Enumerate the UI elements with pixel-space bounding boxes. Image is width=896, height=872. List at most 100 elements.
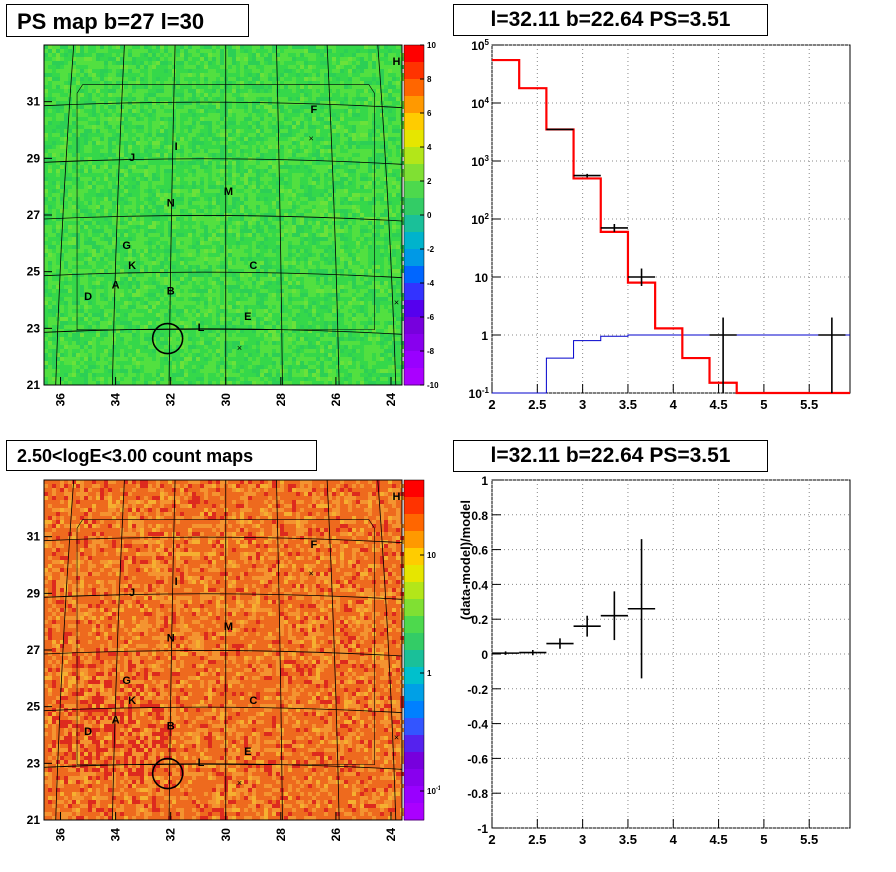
x-tick-label: 2: [488, 397, 495, 412]
x-mark-0: ×: [308, 568, 313, 578]
colorbar-label: 8: [427, 75, 432, 84]
y-tick-label: 21: [27, 813, 41, 827]
colorbar-band: [404, 147, 424, 165]
x-tick-label: 2: [488, 832, 495, 847]
colorbar-band: [404, 769, 424, 787]
source-label-E: E: [244, 746, 251, 758]
y-tick-label: 0.2: [471, 613, 488, 627]
colorbar-band: [404, 565, 424, 583]
x-tick-label: 4: [670, 832, 678, 847]
source-circle: [151, 322, 184, 355]
colorbar-band: [404, 79, 424, 97]
colorbar-band: [404, 45, 424, 63]
colorbar-band: [404, 351, 424, 369]
count-map-chart: H F I J M N GK C A B D E L × × × 36 34 32 30 28 26 24 31 29 27 25 2…: [27, 479, 440, 842]
colorbar-band: [404, 514, 424, 532]
source-label-C: C: [249, 260, 257, 272]
map-pixels: [44, 45, 404, 385]
x-tick-label: 4.5: [710, 397, 728, 412]
x-tick-label: 5: [760, 832, 767, 847]
colorbar-band: [404, 548, 424, 566]
colorbar-label: -2: [427, 245, 435, 254]
x-tick-label: 28: [274, 393, 288, 407]
x-tick-label: 5.5: [800, 397, 818, 412]
series-blue: [492, 334, 850, 394]
source-label-D: D: [84, 726, 92, 738]
colorbar-band: [404, 198, 424, 216]
colorbar-band: [404, 718, 424, 736]
source-label-H: H: [393, 56, 401, 68]
x-tick-label: 24: [384, 828, 398, 842]
colorbar-band: [404, 334, 424, 352]
residual-title: l=32.11 b=22.64 PS=3.51: [453, 440, 768, 472]
colorbar-band: [404, 181, 424, 199]
source-label-B: B: [167, 720, 175, 732]
x-tick-label: 36: [54, 828, 68, 842]
source-label-F: F: [311, 539, 318, 551]
colorbar-band: [404, 164, 424, 182]
ps-map-title: PS map b=27 l=30: [6, 4, 249, 37]
x-mark-1: ×: [237, 343, 242, 353]
y-tick-label: 27: [27, 643, 41, 657]
source-label-F: F: [311, 104, 318, 116]
y-tick-label: 29: [27, 586, 41, 600]
source-label-M: M: [224, 621, 233, 633]
y-tick-label: 1: [481, 474, 488, 488]
source-label-L: L: [198, 757, 205, 769]
colorbar-band: [404, 300, 424, 318]
x-tick-label: 4.5: [710, 832, 728, 847]
y-tick-label: -1: [477, 822, 488, 836]
colorbar-band: [404, 368, 424, 386]
colorbar-label: 10: [427, 551, 436, 560]
y-tick-label: 0.8: [471, 509, 488, 523]
colorbar-band: [404, 633, 424, 651]
colorbar-label: -4: [427, 279, 435, 288]
y-tick-label: 25: [27, 265, 41, 279]
y-tick-label: 103: [471, 154, 489, 169]
x-tick-label: 30: [219, 393, 233, 407]
y-tick-label: 25: [27, 700, 41, 714]
y-tick-label: 0.4: [471, 578, 488, 592]
x-mark-2: ×: [394, 298, 399, 308]
source-label-K: K: [128, 695, 136, 707]
colorbar-label: 6: [427, 109, 432, 118]
y-axis-label: (data-model)/model: [458, 500, 473, 620]
colorbar-band: [404, 497, 424, 515]
colorbar-band: [404, 667, 424, 685]
x-tick-label: 32: [164, 828, 178, 842]
graticule: [43, 479, 403, 821]
x-tick-label: 2.5: [528, 832, 546, 847]
source-label-C: C: [249, 695, 257, 707]
colorbar-label: 2: [427, 177, 432, 186]
y-tick-label: -0.6: [467, 752, 488, 766]
y-tick-label: 21: [27, 378, 41, 392]
spectrum-chart: 2 2.5 3 3.5 4 4.5 5 5.5 10-1 1 10 102 103 104 105: [469, 38, 851, 412]
roi-outline: [76, 84, 375, 331]
source-label-K: K: [128, 260, 136, 272]
colorbar-label: -6: [427, 313, 435, 322]
colorbar-label: -8: [427, 347, 435, 356]
colorbar-label: -10: [427, 381, 439, 390]
x-tick-label: 28: [274, 828, 288, 842]
count-map-title: 2.50<logE<3.00 count maps: [6, 440, 317, 471]
colorbar-band: [404, 317, 424, 335]
map-pixels: [44, 480, 404, 820]
spectrum-title: l=32.11 b=22.64 PS=3.51: [453, 4, 768, 36]
colorbar-band: [404, 701, 424, 719]
colorbar-band: [404, 599, 424, 617]
source-label-L: L: [198, 322, 205, 334]
colorbar-label: 10: [427, 41, 436, 50]
y-tick-label: 23: [27, 756, 41, 770]
x-mark-1: ×: [237, 778, 242, 788]
colorbar-label: 4: [427, 143, 432, 152]
y-tick-label: 31: [27, 95, 41, 109]
x-tick-label: 32: [164, 393, 178, 407]
y-tick-label: 23: [27, 321, 41, 335]
series-red: [492, 58, 850, 395]
y-tick-label: 104: [471, 96, 489, 111]
y-tick-label: 0.6: [471, 544, 488, 558]
x-tick-label: 3: [579, 832, 586, 847]
colorbar-band: [404, 684, 424, 702]
colorbar-band: [404, 266, 424, 284]
